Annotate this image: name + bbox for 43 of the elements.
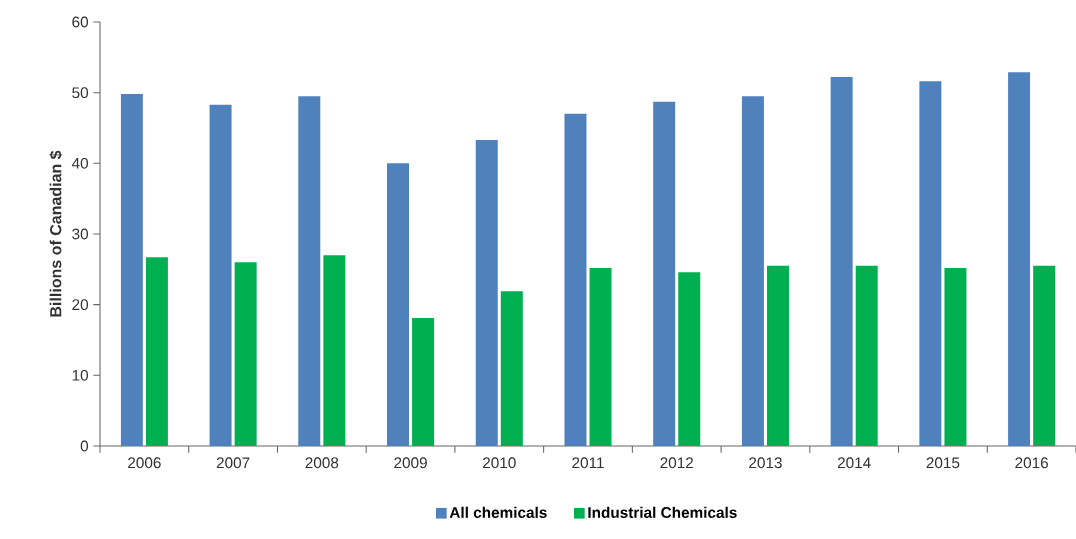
x-tick-label: 2007 <box>216 457 250 469</box>
bar <box>766 265 789 446</box>
bar <box>944 267 967 446</box>
bar <box>1033 265 1056 446</box>
x-tick-label: 2009 <box>394 457 427 469</box>
bar <box>475 140 498 446</box>
x-tick-label: 2006 <box>128 457 161 469</box>
bar <box>678 272 701 446</box>
bar <box>298 96 321 446</box>
bar <box>741 96 764 446</box>
x-tick-label: 2013 <box>749 457 782 469</box>
x-tick-label: 2014 <box>837 457 871 469</box>
legend-label: Industrial Chemicals <box>588 506 737 518</box>
y-tick-label: 30 <box>72 228 89 240</box>
bar <box>323 255 346 446</box>
y-tick-label: 0 <box>80 440 89 452</box>
bar <box>145 257 168 446</box>
y-tick-label: 20 <box>72 299 89 311</box>
x-tick-label: 2008 <box>305 457 339 469</box>
legend-label: All chemicals <box>449 506 547 518</box>
x-tick-label: 2016 <box>1015 457 1048 469</box>
bar <box>589 267 612 446</box>
y-tick-label: 10 <box>72 369 89 381</box>
bar <box>1008 72 1031 446</box>
bar <box>855 265 878 446</box>
bar <box>120 94 143 446</box>
y-tick-label: 60 <box>72 16 89 28</box>
x-tick-label: 2011 <box>572 457 604 469</box>
y-axis-title: Billions of Canadian $ <box>49 150 63 317</box>
x-tick-label: 2010 <box>482 457 516 469</box>
bar <box>564 113 587 446</box>
bar <box>653 101 676 446</box>
y-tick-label: 40 <box>71 157 89 169</box>
bar <box>500 291 523 446</box>
y-tick-label: 50 <box>72 87 89 99</box>
bar <box>387 163 410 446</box>
x-tick-label: 2015 <box>926 457 960 469</box>
x-tick-label: 2012 <box>660 457 694 469</box>
bar <box>830 77 853 446</box>
bar <box>234 262 257 446</box>
bar <box>209 104 232 446</box>
bar <box>412 318 435 446</box>
bar <box>919 81 942 446</box>
